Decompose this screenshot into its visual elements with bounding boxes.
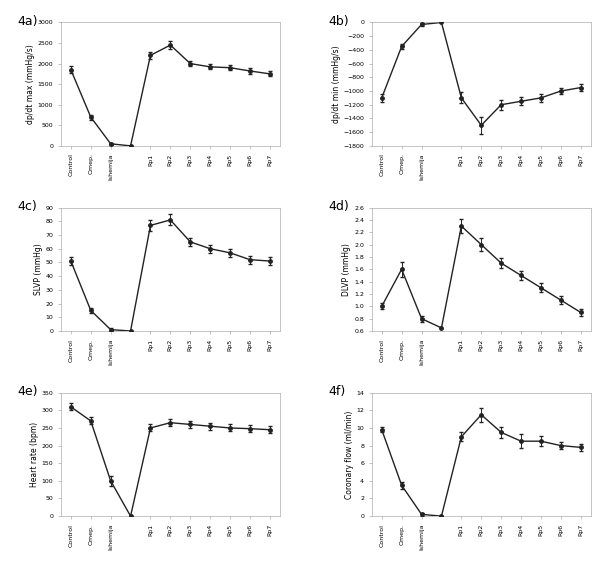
Text: 4f): 4f) (328, 385, 345, 398)
Text: 4b): 4b) (328, 15, 348, 28)
Text: 4c): 4c) (17, 200, 37, 213)
Y-axis label: dp/dt min (mmHg/s): dp/dt min (mmHg/s) (331, 45, 340, 123)
Y-axis label: DLVP (mmHg): DLVP (mmHg) (342, 243, 351, 296)
Y-axis label: SLVP (mmHg): SLVP (mmHg) (33, 243, 43, 295)
Y-axis label: Heart rate (bpm): Heart rate (bpm) (30, 422, 39, 487)
Text: 4e): 4e) (17, 385, 38, 398)
Text: 4a): 4a) (17, 15, 38, 28)
Y-axis label: Coronary flow (ml/min): Coronary flow (ml/min) (345, 410, 353, 499)
Text: 4d): 4d) (328, 200, 349, 213)
Y-axis label: dp/dt max (mmHg/s): dp/dt max (mmHg/s) (26, 44, 35, 124)
